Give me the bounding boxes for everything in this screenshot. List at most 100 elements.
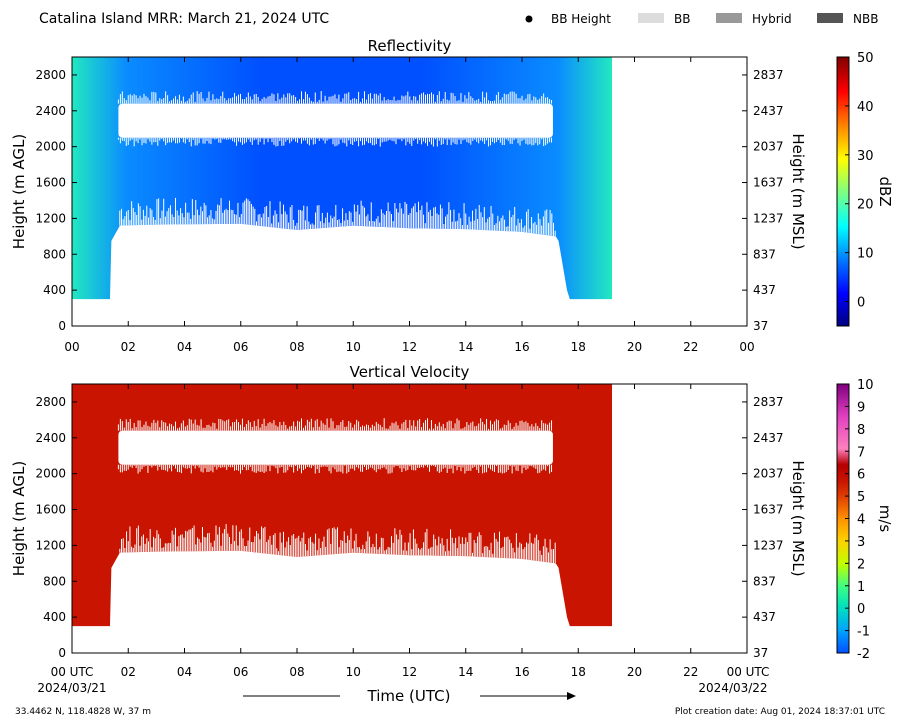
- x-tick-label: 20: [627, 665, 642, 679]
- y-tick-label-right: 37: [753, 319, 768, 333]
- colorbar-tick-label: 0: [857, 296, 865, 311]
- y-axis-left: 0 400 800 1200 1600 2000 2400 2800: [35, 395, 77, 660]
- colorbar-tick-label: 10: [857, 378, 874, 393]
- y-tick-label-right: 2037: [753, 140, 784, 154]
- y-tick-label-right: 1237: [753, 538, 784, 552]
- gap-layer: [117, 418, 553, 474]
- colorbar-tick-label: 0: [857, 602, 865, 617]
- legend-label: BB: [674, 12, 690, 26]
- y-axis-left: 0 400 800 1200 1600 2000 2400 2800: [35, 68, 77, 333]
- y-tick-label: 1600: [35, 176, 66, 190]
- echo-region: [72, 57, 612, 300]
- x-tick-label: 06: [233, 665, 248, 679]
- y-axis-right: 37 437 837 1237 1637 2037 2437 2837: [742, 68, 784, 333]
- colorbar-tick-label: 10: [857, 247, 874, 262]
- x-tick-label: 02: [121, 665, 136, 679]
- y-tick-label-right: 437: [753, 610, 776, 624]
- x-tick-label: 06: [233, 340, 248, 354]
- x-axis: 02 04 06 08 10 12 14 16 18 20 22: [71, 384, 748, 679]
- y-tick-label: 2400: [35, 104, 66, 118]
- colorbar-tick-label: 50: [857, 51, 874, 66]
- y-tick-label: 800: [43, 574, 66, 588]
- colorbar-tick-label: -1: [857, 625, 870, 640]
- y-tick-label-right: 1237: [753, 211, 784, 225]
- legend-swatch: [817, 13, 843, 23]
- gap-band: [118, 430, 553, 465]
- y-axis-label-right: Height (m MSL): [789, 133, 807, 249]
- colorbar-tick-label: 3: [857, 535, 865, 550]
- x-tick-label: 14: [458, 665, 473, 679]
- plot-creation-date: Plot creation date: Aug 01, 2024 18:37:0…: [675, 707, 885, 717]
- legend-item: BB Height: [525, 12, 611, 26]
- y-axis-label-left: Height (m AGL): [10, 461, 28, 576]
- y-axis-label-left: Height (m AGL): [10, 134, 28, 249]
- y-tick-label-right: 2837: [753, 68, 784, 82]
- panel-title: Vertical Velocity: [350, 363, 470, 381]
- time-arrow-head: [567, 692, 576, 700]
- y-tick-label-right: 2437: [753, 104, 784, 118]
- x-tick-label: 16: [514, 665, 529, 679]
- y-tick-label: 800: [43, 247, 66, 261]
- y-tick-label-right: 837: [753, 247, 776, 261]
- x-tick-label: 00: [64, 340, 79, 354]
- y-tick-label-right: 37: [753, 646, 768, 660]
- x-tick-label: 18: [571, 340, 586, 354]
- x-tick-label: 08: [289, 340, 304, 354]
- echo-edge-texture: [119, 197, 556, 237]
- header-legend: BB Height BB Hybrid NBB: [525, 12, 878, 26]
- legend-item: BB: [638, 12, 690, 26]
- colorbar-tick-label: 40: [857, 100, 874, 115]
- panel-title: Reflectivity: [368, 37, 452, 55]
- colorbar-tick-label: 4: [857, 513, 865, 528]
- colorbar-tick-label: 5: [857, 490, 865, 505]
- gap-band: [118, 103, 553, 138]
- x-tick-label: 12: [402, 340, 417, 354]
- x-tick-label: 20: [627, 340, 642, 354]
- legend-label: Hybrid: [752, 12, 792, 26]
- colorbar-tick-label: 20: [857, 198, 874, 213]
- y-tick-label: 2800: [35, 68, 66, 82]
- y-axis-label-right: Height (m MSL): [789, 460, 807, 576]
- x-tick-label: 02: [121, 340, 136, 354]
- x-tick-label: 08: [289, 665, 304, 679]
- figure-title: Catalina Island MRR: March 21, 2024 UTC: [39, 11, 329, 27]
- x-tick-label: 10: [346, 340, 361, 354]
- x-tick-label: 14: [458, 340, 473, 354]
- legend-swatch: [525, 15, 533, 23]
- x-start-date: 2024/03/21: [37, 681, 106, 695]
- y-tick-label: 0: [58, 646, 66, 660]
- x-tick-label: 12: [402, 665, 417, 679]
- x-tick-label: 00: [739, 340, 754, 354]
- colorbar: 0 10 20 30 40 50 dBZ: [836, 51, 894, 327]
- y-tick-label-right: 2837: [753, 395, 784, 409]
- x-axis-label: Time (UTC): [367, 687, 451, 705]
- y-tick-label: 400: [43, 283, 66, 297]
- colorbar-tick-label: 7: [857, 445, 865, 460]
- echo-region: [72, 384, 612, 627]
- x-end-label: 00 UTC: [727, 665, 770, 679]
- x-tick-label: 16: [514, 340, 529, 354]
- station-location: 33.4462 N, 118.4828 W, 37 m: [15, 707, 151, 717]
- y-tick-label-right: 437: [753, 283, 776, 297]
- y-axis-right: 37 437 837 1237 1637 2037 2437 2837: [742, 395, 784, 660]
- y-tick-label-right: 837: [753, 574, 776, 588]
- colorbar-tick-label: 2: [857, 557, 865, 572]
- x-tick-label: 10: [346, 665, 361, 679]
- legend-label: NBB: [853, 12, 878, 26]
- x-tick-label: 22: [683, 665, 698, 679]
- y-tick-label: 1200: [35, 538, 66, 552]
- legend-item: NBB: [817, 12, 878, 26]
- legend-swatch: [638, 13, 664, 23]
- y-tick-label-right: 1637: [753, 503, 784, 517]
- y-tick-label: 1600: [35, 503, 66, 517]
- colorbar-tick-label: 9: [857, 400, 865, 415]
- y-tick-label: 2800: [35, 395, 66, 409]
- x-tick-label: 04: [177, 665, 192, 679]
- y-tick-label: 0: [58, 319, 66, 333]
- echo-edge-texture: [119, 524, 556, 564]
- gap-layer: [117, 91, 553, 147]
- y-tick-label: 2000: [35, 140, 66, 154]
